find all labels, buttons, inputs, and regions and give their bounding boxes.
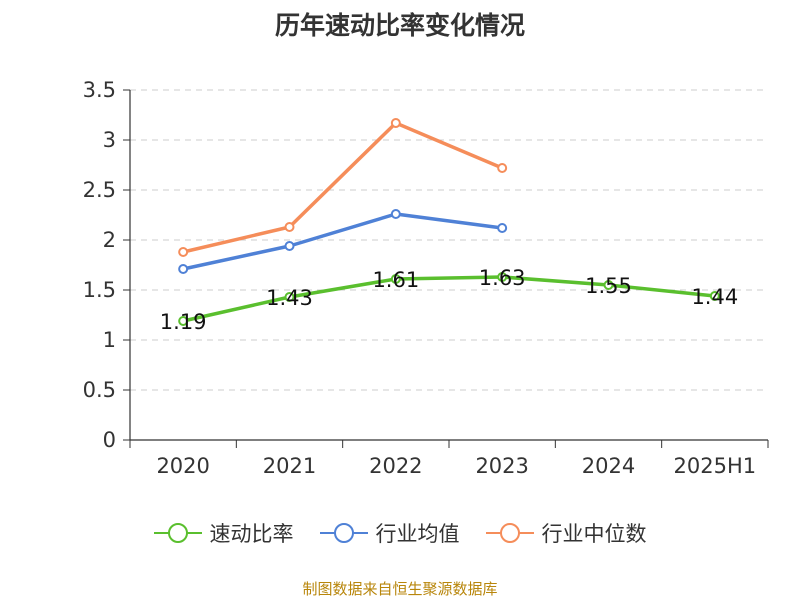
legend-label: 速动比率 [209, 522, 294, 546]
y-tick-label: 0 [103, 428, 116, 452]
y-tick-label: 0.5 [83, 378, 116, 402]
chart-title: 历年速动比率变化情况 [274, 11, 525, 40]
legend-label: 行业均值 [375, 522, 460, 546]
data-point-industry-median [284, 222, 295, 232]
data-point-industry-mean [497, 223, 508, 233]
data-point-quick-ratio [284, 292, 295, 302]
y-tick-label: 2 [103, 228, 116, 252]
y-tick-label: 3 [103, 128, 116, 152]
data-label: 1.63 [479, 266, 526, 290]
x-tick-label: 2023 [475, 454, 528, 478]
x-tick-label: 2025H1 [674, 454, 757, 478]
data-label: 1.43 [266, 286, 313, 310]
data-point-industry-mean [390, 209, 401, 219]
data-point-quick-ratio [709, 291, 720, 301]
y-tick-label: 2.5 [83, 178, 116, 202]
data-point-industry-median [497, 163, 508, 173]
legend: 速动比率 行业均值 行业中位数 [0, 518, 800, 548]
source-note: 制图数据来自恒生聚源数据库 [302, 580, 498, 598]
x-tick-label: 2022 [369, 454, 422, 478]
legend-item-quick-ratio[interactable]: 速动比率 [153, 518, 294, 548]
y-tick-label: 3.5 [83, 78, 116, 102]
data-label: 1.44 [691, 285, 738, 309]
data-point-industry-mean [178, 264, 189, 274]
x-tick-label: 2024 [582, 454, 635, 478]
data-point-industry-mean [284, 241, 295, 251]
data-point-industry-median [178, 247, 189, 257]
series-line-quick-ratio [181, 275, 717, 323]
legend-marker-icon [319, 523, 368, 543]
legend-marker-icon [153, 523, 202, 543]
data-point-quick-ratio [497, 272, 508, 282]
series-line-industry-mean [181, 212, 504, 271]
y-tick-label: 1.5 [83, 278, 116, 302]
x-tick-label: 2021 [263, 454, 316, 478]
legend-marker-icon [485, 523, 534, 543]
data-point-quick-ratio [178, 316, 189, 326]
data-label: 1.61 [372, 268, 419, 292]
x-tick-label: 2020 [156, 454, 209, 478]
legend-item-industry-mean[interactable]: 行业均值 [319, 518, 460, 548]
legend-item-industry-median[interactable]: 行业中位数 [485, 518, 647, 548]
data-label: 1.55 [585, 274, 632, 298]
series-line-industry-median [181, 121, 504, 254]
data-point-quick-ratio [390, 274, 401, 284]
y-tick-label: 1 [103, 328, 116, 352]
data-label: 1.19 [160, 310, 207, 334]
legend-label: 行业中位数 [541, 522, 647, 546]
data-point-quick-ratio [603, 280, 614, 290]
data-point-industry-median [390, 118, 401, 128]
